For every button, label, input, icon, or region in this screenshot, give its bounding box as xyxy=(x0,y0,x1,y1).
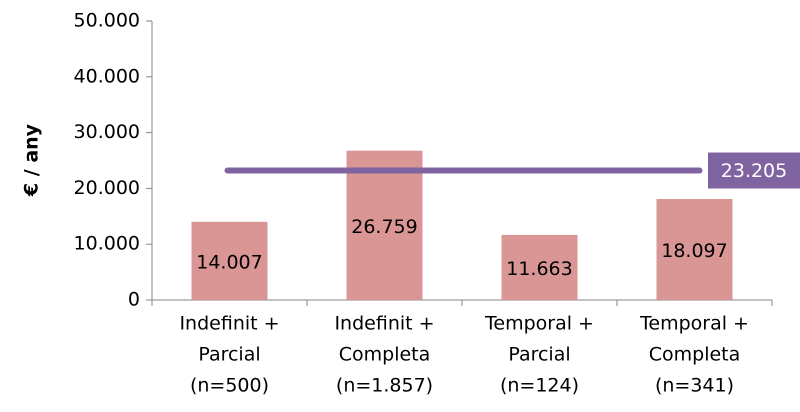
data-label: 11.663 xyxy=(506,258,572,280)
bar xyxy=(191,221,268,300)
bar xyxy=(656,199,733,300)
x-tick-label: Indefinit + xyxy=(179,313,279,335)
x-tick-label: Indefinit + xyxy=(334,313,434,335)
y-tick-label: 0 xyxy=(128,289,140,311)
bar xyxy=(501,234,578,300)
y-tick-label: 30.000 xyxy=(74,121,140,143)
data-label: 26.759 xyxy=(351,216,417,238)
y-tick-label: 10.000 xyxy=(74,233,140,255)
x-tick-label: (n=124) xyxy=(500,375,579,397)
x-tick-label: Completa xyxy=(649,344,741,366)
x-tick-label: (n=500) xyxy=(190,375,269,397)
y-tick-label: 20.000 xyxy=(74,177,140,199)
y-axis-label: € / any xyxy=(21,123,43,197)
x-tick-label: Temporal + xyxy=(639,313,749,335)
x-tick-label: (n=1.857) xyxy=(336,375,433,397)
x-tick-label: Temporal + xyxy=(484,313,594,335)
data-label: 18.097 xyxy=(661,240,727,262)
y-tick-label: 50.000 xyxy=(74,10,140,32)
x-tick-label: Parcial xyxy=(508,344,570,366)
x-tick-label: Parcial xyxy=(198,344,260,366)
y-tick-label: 40.000 xyxy=(74,65,140,87)
x-tick-label: (n=341) xyxy=(655,375,734,397)
reference-label: 23.205 xyxy=(721,160,787,182)
data-label: 14.007 xyxy=(196,251,262,273)
reference-label-box xyxy=(708,152,800,189)
bar xyxy=(346,150,423,300)
x-tick-label: Completa xyxy=(339,344,431,366)
